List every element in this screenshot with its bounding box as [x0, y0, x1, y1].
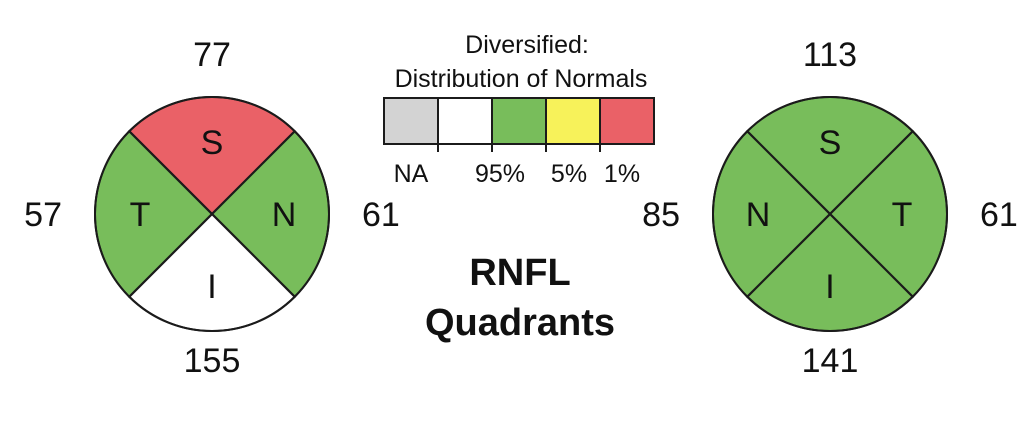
legend-swatch-within [437, 97, 493, 145]
legend-swatch-normal [491, 97, 547, 145]
right-eye-quadrant-letter-n: N [746, 196, 771, 234]
left-eye-outline [94, 96, 330, 332]
right-eye-quadrant-chart: S 113 T 61 I 141 N 85 [642, 36, 1018, 380]
legend: Diversified: Distribution of Normals NA … [383, 31, 655, 188]
legend-swatches [383, 97, 655, 152]
legend-label-5: 5% [551, 160, 587, 188]
right-eye-divider-2 [746, 130, 914, 298]
legend-label-1: 1% [604, 160, 640, 188]
left-eye-quadrant-chart: S 77 N 61 I 155 T 57 [24, 36, 400, 380]
left-eye-value-t: 57 [24, 196, 62, 234]
chart-title-line-2: Quadrants [425, 302, 615, 344]
legend-title-line-2: Distribution of Normals [395, 65, 648, 93]
left-eye-value-i: 155 [184, 342, 241, 380]
right-eye-quadrant-letter-i: I [825, 268, 834, 306]
left-eye-divider-2 [128, 130, 296, 298]
right-eye-value-s: 113 [803, 36, 857, 74]
right-eye-outline [712, 96, 948, 332]
left-eye-quadrant-letter-i: I [207, 268, 216, 306]
chart-title: RNFL Quadrants [425, 252, 615, 344]
legend-swatch-na [383, 97, 439, 145]
chart-title-line-1: RNFL [469, 252, 570, 294]
right-eye-quadrant-letter-t: T [892, 196, 913, 234]
left-eye-quadrant-letter-s: S [201, 124, 224, 162]
left-eye-value-s: 77 [193, 36, 231, 74]
left-eye-quadrant-letter-t: T [130, 196, 151, 234]
legend-swatch-borderline [545, 97, 601, 145]
left-eye-quadrant-letter-n: N [272, 196, 297, 234]
legend-label-na: NA [394, 160, 429, 188]
legend-title-line-1: Diversified: [465, 31, 589, 59]
right-eye-value-n: 85 [642, 196, 680, 234]
right-eye-value-i: 141 [802, 342, 859, 380]
legend-label-95: 95% [475, 160, 525, 188]
left-eye-value-n: 61 [362, 196, 400, 234]
legend-swatch-outside [599, 97, 655, 145]
right-eye-value-t: 61 [980, 196, 1018, 234]
right-eye-quadrant-letter-s: S [819, 124, 842, 162]
